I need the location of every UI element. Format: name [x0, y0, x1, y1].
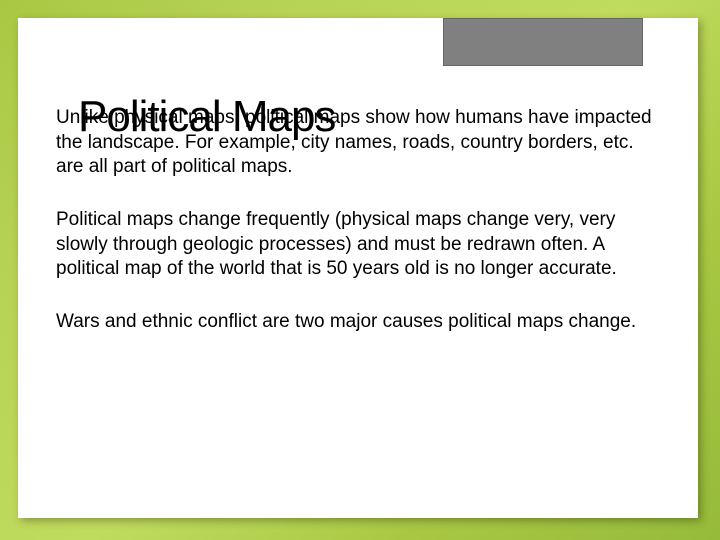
- body-paragraph: Wars and ethnic conflict are two major c…: [56, 310, 660, 335]
- decorative-gray-box: [443, 18, 643, 66]
- slide-content: Political Maps Unlike physical maps, pol…: [56, 106, 660, 363]
- body-paragraph: Political maps change frequently (physic…: [56, 208, 660, 282]
- slide-title: Political Maps: [78, 92, 335, 142]
- slide-frame: Political Maps Unlike physical maps, pol…: [18, 18, 698, 518]
